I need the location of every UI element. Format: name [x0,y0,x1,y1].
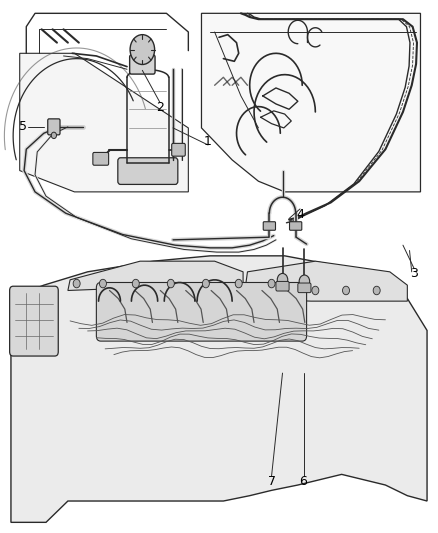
Circle shape [130,35,155,64]
Text: 2: 2 [156,101,164,114]
Text: 3: 3 [410,267,418,280]
Circle shape [73,279,80,288]
Circle shape [268,279,275,288]
FancyBboxPatch shape [276,281,289,291]
FancyBboxPatch shape [263,222,276,230]
Text: 4: 4 [296,208,304,221]
Text: 6: 6 [300,475,307,488]
Circle shape [235,279,242,288]
Circle shape [167,279,174,288]
Text: 5: 5 [19,120,27,133]
Circle shape [277,273,288,286]
Circle shape [299,275,310,288]
FancyBboxPatch shape [96,282,307,341]
FancyBboxPatch shape [298,283,311,293]
FancyBboxPatch shape [10,286,58,356]
Polygon shape [68,261,243,290]
FancyBboxPatch shape [48,119,60,135]
Text: 1: 1 [204,135,212,148]
Circle shape [202,279,209,288]
Circle shape [132,279,139,288]
Polygon shape [201,13,420,192]
FancyBboxPatch shape [130,55,155,74]
Circle shape [312,286,319,295]
Circle shape [373,286,380,295]
FancyBboxPatch shape [172,143,185,156]
FancyBboxPatch shape [93,152,109,165]
Polygon shape [20,53,188,192]
Text: 7: 7 [268,475,276,488]
Circle shape [51,132,57,139]
Polygon shape [11,256,427,522]
Circle shape [99,279,106,288]
FancyBboxPatch shape [118,158,178,184]
Circle shape [343,286,350,295]
Polygon shape [243,261,407,301]
FancyBboxPatch shape [290,222,302,230]
